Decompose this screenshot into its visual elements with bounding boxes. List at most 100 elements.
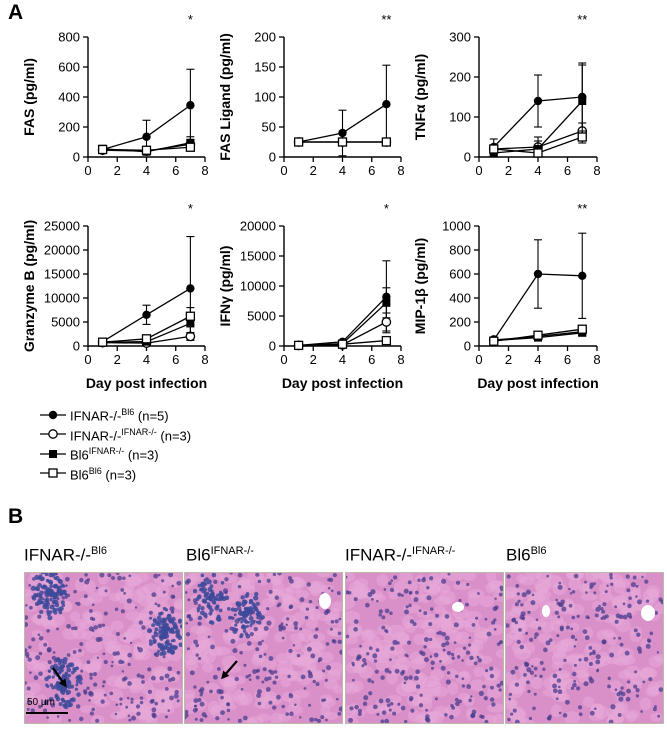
legend-label: IFNAR-/-Bl6 (n=5): [70, 407, 169, 424]
tissue-texture: [25, 573, 182, 723]
x-tick-label: 6: [564, 352, 571, 367]
data-point: [381, 335, 392, 346]
tissue-texture: [185, 573, 342, 723]
series: [489, 232, 587, 345]
y-tick-label: 200: [254, 30, 276, 45]
data-point: [533, 96, 543, 106]
x-tick-label: 4: [534, 163, 541, 178]
histology-label-ifnar-ifnar: IFNAR-/-IFNAR-/-: [345, 545, 456, 565]
data-point: [142, 310, 151, 319]
data-point: [97, 337, 108, 347]
x-tick-label: 4: [534, 352, 541, 367]
legend-item: Bl6Bl6 (n=3): [38, 464, 191, 484]
x-tick-label: 8: [593, 352, 600, 367]
significance-label: **: [577, 12, 587, 27]
data-point: [141, 334, 152, 344]
series: [97, 307, 196, 347]
legend-item: IFNAR-/-Bl6 (n=5): [38, 405, 191, 425]
y-tick-label: 400: [58, 90, 80, 105]
y-tick-label: 25000: [44, 219, 80, 234]
data-point: [185, 142, 196, 152]
data-point: [533, 148, 543, 158]
y-tick-label: 5000: [51, 315, 80, 330]
x-axis-label: Day post infection: [282, 375, 403, 391]
data-point: [578, 97, 587, 105]
x-tick-label: 2: [310, 163, 317, 178]
y-tick-label: 15000: [44, 267, 80, 282]
data-point: [186, 284, 195, 293]
x-tick-label: 6: [368, 163, 375, 178]
x-tick-label: 6: [368, 352, 375, 367]
legend-label: Bl6IFNAR-/- (n=3): [70, 446, 159, 463]
y-tick-label: 5000: [247, 309, 276, 324]
chart: 0 5000 10000 15000 20000 0 2 4 6 8 IFNγ (pg/ml) Day…: [217, 201, 405, 391]
panel-b-label: B: [8, 505, 24, 528]
y-tick-label: 600: [58, 60, 80, 75]
x-tick-label: 8: [201, 163, 208, 178]
y-tick-label: 0: [269, 339, 276, 354]
data-point: [578, 271, 587, 280]
histology-image-bl6-ifnar: [184, 572, 343, 724]
y-tick-label: 20000: [44, 243, 80, 258]
y-axis-label: FAS (pg/ml): [21, 58, 37, 136]
panel-a-label: A: [8, 1, 24, 24]
x-tick-label: 4: [143, 352, 150, 367]
data-point: [293, 340, 304, 351]
chart: 0 200 400 600 800 1000 0 2 4 6 8 MIP-1β (pg/ml) Day …: [412, 201, 601, 391]
y-tick-label: 0: [73, 150, 80, 165]
y-tick-label: 1000: [442, 219, 471, 234]
y-tick-label: 800: [58, 30, 80, 45]
data-point: [186, 101, 195, 110]
x-tick-label: 4: [143, 163, 150, 178]
chart: 0 50 100 150 200 0 2 4 6 8 FAS Ligand (pg/ml) **: [217, 12, 405, 178]
histology-image-bl6-bl6: [505, 572, 664, 724]
significance-label: **: [577, 201, 587, 216]
x-tick-label: 2: [505, 352, 512, 367]
data-point: [533, 330, 543, 340]
data-point: [338, 128, 347, 138]
legend: IFNAR-/-Bl6 (n=5) IFNAR-/-IFNAR-/- (n=3)…: [38, 405, 191, 483]
chart: 0 200 400 600 800 0 2 4 6 8 FAS (pg/ml) *: [21, 12, 209, 178]
histology-image-ifnar-ifnar: [345, 572, 504, 724]
series: [294, 64, 391, 157]
series: [293, 137, 392, 147]
x-tick-label: 8: [397, 163, 404, 178]
y-tick-label: 400: [449, 291, 471, 306]
legend-item: Bl6IFNAR-/- (n=3): [38, 444, 191, 464]
chart: 0 5000 10000 15000 20000 25000 0 2 4 6 8 Granzyme B…: [21, 201, 209, 391]
x-tick-label: 6: [564, 163, 571, 178]
histology-image-ifnar-bl6: [24, 572, 183, 724]
x-tick-label: 2: [505, 163, 512, 178]
data-point: [489, 144, 499, 154]
data-point: [97, 144, 108, 155]
y-tick-label: 600: [449, 267, 471, 282]
data-point: [533, 269, 543, 279]
x-tick-label: 8: [397, 352, 404, 367]
y-tick-label: 20000: [240, 219, 276, 234]
series: [98, 236, 195, 346]
tissue-texture: [506, 573, 663, 723]
series: [489, 130, 587, 158]
series: [98, 68, 195, 154]
y-tick-label: 0: [269, 150, 276, 165]
series: [489, 324, 587, 346]
arrow-icon: [221, 660, 238, 680]
legend-label: IFNAR-/-IFNAR-/- (n=3): [70, 426, 192, 444]
y-tick-label: 100: [449, 110, 471, 125]
series: [294, 260, 391, 350]
data-point: [382, 100, 391, 109]
y-tick-label: 200: [449, 70, 471, 85]
y-axis-label: Granzyme B (pg/ml): [21, 220, 37, 352]
significance-label: *: [188, 12, 193, 27]
y-tick-label: 100: [254, 90, 276, 105]
y-axis-label: IFNγ (pg/ml): [217, 246, 233, 327]
arrow-icon: [52, 667, 67, 688]
data-point: [381, 137, 392, 147]
filled-circle-marker-icon: [40, 410, 66, 419]
x-tick-label: 0: [84, 163, 91, 178]
x-tick-label: 0: [280, 352, 287, 367]
legend-item: IFNAR-/-IFNAR-/- (n=3): [38, 425, 191, 445]
series: [293, 335, 392, 351]
open-square-marker-icon: [40, 468, 66, 478]
